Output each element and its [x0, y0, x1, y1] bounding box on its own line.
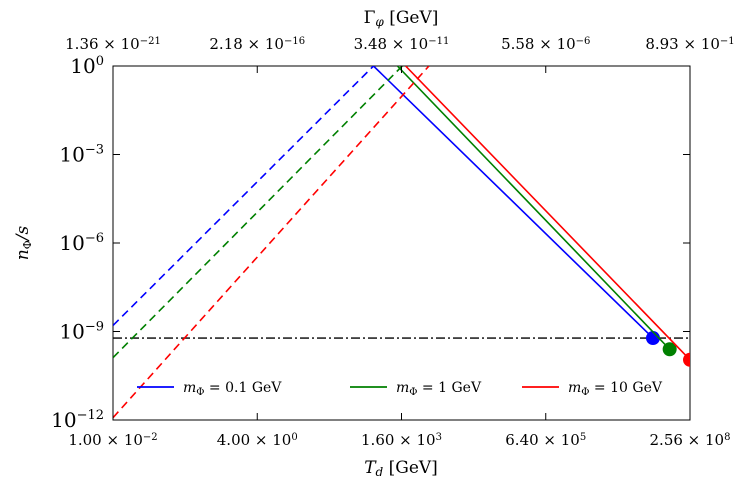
series-1-endpoint: [662, 342, 677, 357]
series-2-solid-line: [405, 66, 690, 361]
plot-frame: [112, 65, 691, 421]
top-tick-label-3: 5.58 × 10−6: [501, 35, 590, 53]
top-tick-label-4: 8.93 × 10−1: [645, 35, 734, 53]
y-tick-label-0: 10−12: [51, 408, 104, 432]
x-axis-label: Td [GeV]: [364, 458, 438, 479]
x-tick-label-3: 6.40 × 105: [505, 431, 586, 449]
series-0-dashed-line: [113, 66, 375, 327]
x-tick-label-0: 1.00 × 10−2: [68, 431, 157, 449]
series-0-solid-line: [372, 66, 654, 339]
legend-label-2: mΦ = 10 GeV: [568, 380, 663, 398]
top-axis-label: Γφ [GeV]: [364, 8, 439, 29]
y-tick-label-2: 10−6: [59, 231, 104, 255]
y-tick-label-1: 10−9: [59, 320, 104, 344]
series-1-dashed-line: [113, 66, 403, 359]
top-tick-label-2: 3.48 × 10−11: [354, 35, 450, 53]
x-tick-label-1: 4.00 × 100: [217, 431, 298, 449]
x-tick-label-4: 2.56 × 108: [650, 431, 731, 449]
legend-label-1: mΦ = 1 GeV: [396, 380, 482, 398]
series-1-solid-line: [396, 66, 671, 350]
y-tick-label-3: 10−3: [59, 143, 104, 167]
x-tick-label-2: 1.60 × 103: [361, 431, 442, 449]
series-2-dashed-line: [113, 66, 430, 419]
series-group: [113, 66, 690, 419]
y-axis-label: nΦ/s: [13, 226, 34, 261]
legend-label-0: mΦ = 0.1 GeV: [183, 380, 282, 398]
y-tick-label-4: 100: [70, 54, 104, 78]
series-2-endpoint: [683, 352, 690, 367]
top-tick-label-1: 2.18 × 10−16: [209, 35, 305, 53]
top-tick-label-0: 1.36 × 10−21: [65, 35, 161, 53]
